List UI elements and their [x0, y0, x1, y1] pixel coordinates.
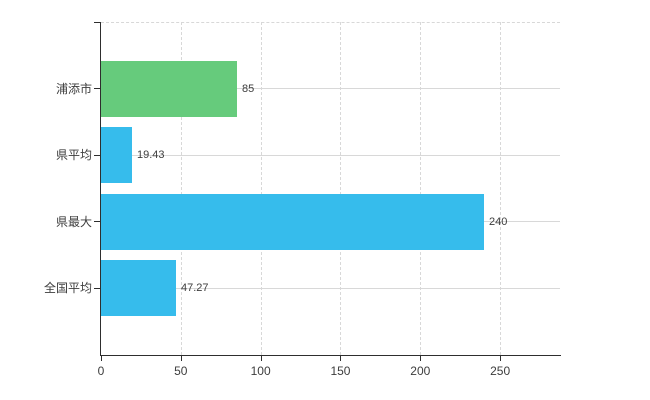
x-tick-label: 100 — [250, 364, 271, 378]
x-tick-label: 150 — [330, 364, 351, 378]
gridline-vertical — [500, 22, 502, 355]
bar-value-label: 47.27 — [181, 282, 209, 295]
y-axis-tick — [94, 221, 100, 223]
y-axis-tick — [94, 88, 100, 90]
gridline-horizontal — [101, 287, 560, 289]
y-axis-tick — [94, 22, 100, 23]
gridline-horizontal — [101, 154, 560, 156]
bar-3 — [101, 260, 176, 317]
gridline-vertical — [340, 22, 342, 355]
x-tick-label: 250 — [490, 364, 511, 378]
category-label: 浦添市 — [55, 81, 92, 96]
y-axis-tick — [94, 154, 100, 156]
x-axis-tick — [260, 355, 262, 361]
x-tick-label: 200 — [410, 364, 431, 378]
x-tick-label: 50 — [174, 364, 188, 378]
x-axis-tick — [340, 355, 342, 361]
x-axis-line — [100, 355, 561, 356]
bar-0 — [101, 60, 237, 117]
gridline-vertical — [420, 22, 422, 355]
category-label: 県平均 — [55, 148, 92, 163]
x-axis-tick — [101, 355, 102, 361]
bar-value-label: 19.43 — [137, 149, 165, 162]
gridline-horizontal — [101, 88, 560, 90]
y-axis-line — [100, 22, 101, 356]
x-tick-label: 0 — [97, 364, 105, 378]
bar-value-label: 240 — [489, 215, 508, 228]
x-axis-tick — [420, 355, 422, 361]
x-axis-tick — [180, 355, 182, 361]
x-axis-tick — [500, 355, 502, 361]
category-label: 県最大 — [55, 214, 92, 229]
y-axis-tick — [94, 287, 100, 289]
bar-2 — [101, 193, 484, 250]
gridline-vertical — [180, 22, 182, 355]
plot-top-border — [101, 22, 560, 23]
bar-1 — [101, 127, 132, 184]
category-label: 全国平均 — [43, 281, 92, 296]
gridline-vertical — [260, 22, 262, 355]
bar-value-label: 85 — [242, 82, 255, 95]
